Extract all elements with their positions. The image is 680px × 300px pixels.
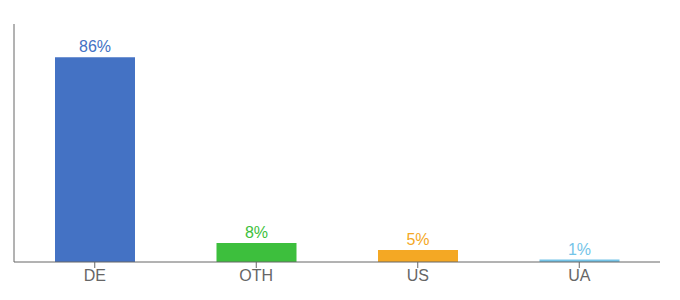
svg-text:US: US — [407, 267, 429, 284]
svg-text:1%: 1% — [568, 241, 591, 258]
svg-text:OTH: OTH — [239, 267, 273, 284]
svg-text:UA: UA — [568, 267, 591, 284]
svg-text:86%: 86% — [79, 38, 111, 55]
svg-text:8%: 8% — [245, 224, 268, 241]
svg-text:DE: DE — [84, 267, 106, 284]
svg-text:5%: 5% — [406, 231, 429, 248]
